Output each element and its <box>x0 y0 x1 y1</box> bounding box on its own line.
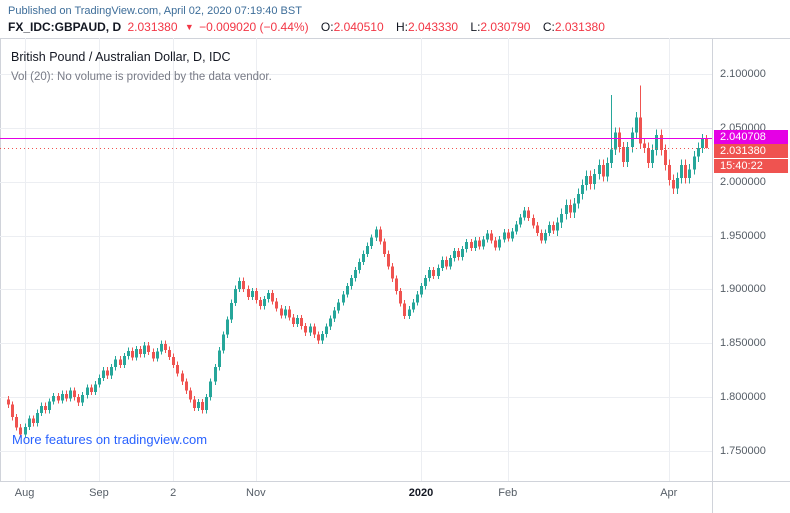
open-value: 2.040510 <box>333 20 384 34</box>
chart-title: British Pound / Australian Dollar, D, ID… <box>11 50 231 64</box>
time-axis-label: Nov <box>246 487 266 499</box>
countdown-badge: 15:40:22 <box>714 158 788 173</box>
price-axis-label: 1.950000 <box>720 229 766 242</box>
price-axis-label: 1.750000 <box>720 445 766 458</box>
chart-top-border <box>0 38 790 39</box>
last-price-badge: 2.031380 <box>714 143 788 158</box>
price-axis[interactable]: 2.040708 2.031380 15:40:22 2.100000 2.050… <box>713 38 790 481</box>
chart-area[interactable]: British Pound / Australian Dollar, D, ID… <box>0 38 790 513</box>
chart-left-border <box>0 38 1 482</box>
price-axis-label: 1.850000 <box>720 337 766 350</box>
open-label: O: <box>320 20 334 34</box>
high-value: 2.043330 <box>407 20 459 34</box>
last-price: 2.031380 <box>127 20 178 34</box>
price-axis-border <box>712 38 713 513</box>
time-axis-label: Feb <box>498 487 518 499</box>
low-label: L: <box>470 20 481 34</box>
price-change: −0.009020 (−0.44%) <box>199 20 309 34</box>
symbol-name: FX_IDC:GBPAUD, D <box>8 20 122 34</box>
price-axis-label: 2.000000 <box>720 175 766 188</box>
time-axis-label: Aug <box>14 487 35 499</box>
price-axis-label: 2.100000 <box>720 67 766 80</box>
gridlines <box>0 38 712 481</box>
published-line: Published on TradingView.com, April 02, … <box>8 5 302 17</box>
tradingview-link[interactable]: More features on tradingview.com <box>12 432 208 447</box>
volume-indicator-label: Vol (20): No volume is provided by the d… <box>11 71 272 83</box>
time-axis-label: Sep <box>89 487 109 499</box>
candlestick-plot[interactable] <box>0 38 712 481</box>
high-label: H: <box>395 20 408 34</box>
time-axis-border <box>0 481 790 482</box>
time-axis-label: 2020 <box>408 487 434 499</box>
close-label: C: <box>542 20 555 34</box>
level-price-badge: 2.040708 <box>714 129 788 144</box>
price-axis-label: 1.900000 <box>720 283 766 296</box>
time-axis-label: Apr <box>660 487 678 499</box>
symbol-info-row: FX_IDC:GBPAUD, D 2.031380 ▼ −0.009020 (−… <box>8 20 605 34</box>
price-axis-label: 1.800000 <box>720 391 766 404</box>
low-value: 2.030790 <box>480 20 531 34</box>
down-arrow-icon: ▼ <box>184 22 194 32</box>
chart-legend: British Pound / Australian Dollar, D, ID… <box>11 50 272 83</box>
time-axis[interactable]: Aug Sep 2 Nov 2020 Feb Apr <box>0 482 712 513</box>
close-value: 2.031380 <box>554 20 605 34</box>
time-axis-label: 2 <box>170 487 177 499</box>
